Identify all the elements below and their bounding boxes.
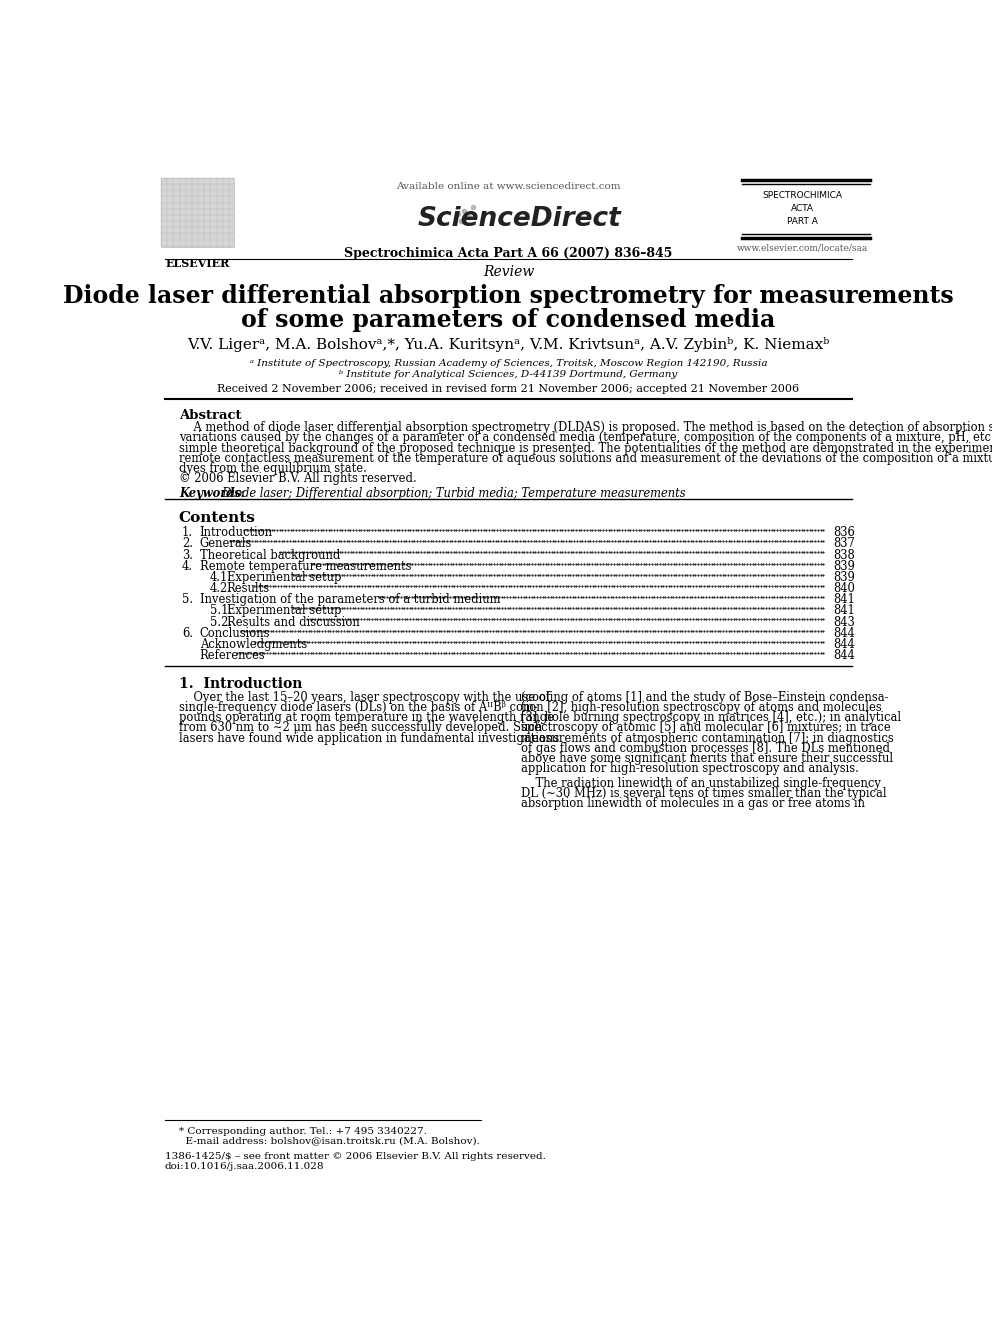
Text: ELSEVIER: ELSEVIER xyxy=(166,258,230,269)
Text: Experimental setup: Experimental setup xyxy=(226,605,341,618)
Text: 4.1.: 4.1. xyxy=(209,570,232,583)
Text: 841: 841 xyxy=(833,605,855,618)
Text: Over the last 15–20 years, laser spectroscopy with the use of: Over the last 15–20 years, laser spectro… xyxy=(179,691,550,704)
Text: 840: 840 xyxy=(833,582,855,595)
Text: 841: 841 xyxy=(833,593,855,606)
Text: ᵇ Institute for Analytical Sciences, D-44139 Dortmund, Germany: ᵇ Institute for Analytical Sciences, D-4… xyxy=(339,369,678,378)
Text: spectroscopy of atomic [5] and molecular [6] mixtures; in trace: spectroscopy of atomic [5] and molecular… xyxy=(521,721,891,734)
Bar xyxy=(161,179,234,247)
Text: 1.  Introduction: 1. Introduction xyxy=(179,677,303,691)
Text: 5.: 5. xyxy=(182,593,193,606)
Text: * Corresponding author. Tel.: +7 495 3340227.: * Corresponding author. Tel.: +7 495 334… xyxy=(179,1127,427,1135)
Text: 5.1.: 5.1. xyxy=(209,605,232,618)
Text: dyes from the equilibrium state.: dyes from the equilibrium state. xyxy=(179,462,367,475)
Text: Contents: Contents xyxy=(179,511,256,525)
Text: (cooling of atoms [1] and the study of Bose–Einstein condensa-: (cooling of atoms [1] and the study of B… xyxy=(521,691,888,704)
Text: Theoretical background: Theoretical background xyxy=(199,549,340,561)
Text: pounds operating at room temperature in the wavelength range: pounds operating at room temperature in … xyxy=(179,712,554,724)
Text: Results: Results xyxy=(226,582,270,595)
Text: SPECTROCHIMICA: SPECTROCHIMICA xyxy=(763,191,842,200)
Text: 5.2.: 5.2. xyxy=(209,615,232,628)
Text: 844: 844 xyxy=(833,638,855,651)
Text: measurements of atmospheric contamination [7]; in diagnostics: measurements of atmospheric contaminatio… xyxy=(521,732,894,745)
Text: 839: 839 xyxy=(833,560,855,573)
Text: simple theoretical background of the proposed technique is presented. The potent: simple theoretical background of the pro… xyxy=(179,442,992,455)
Text: variations caused by the changes of a parameter of a condensed media (temperatur: variations caused by the changes of a pa… xyxy=(179,431,992,445)
Text: DL (∼30 MHz) is several tens of times smaller than the typical: DL (∼30 MHz) is several tens of times sm… xyxy=(521,787,886,800)
Text: PART A: PART A xyxy=(787,217,818,226)
Text: 837: 837 xyxy=(833,537,855,550)
Text: Remote temperature measurements: Remote temperature measurements xyxy=(199,560,411,573)
Text: 836: 836 xyxy=(833,527,855,540)
Text: References: References xyxy=(199,650,266,662)
Text: absorption linewidth of molecules in a gas or free atoms in: absorption linewidth of molecules in a g… xyxy=(521,798,865,810)
Text: 844: 844 xyxy=(833,650,855,662)
Text: above have some significant merits that ensure their successful: above have some significant merits that … xyxy=(521,751,893,765)
Text: application for high-resolution spectroscopy and analysis.: application for high-resolution spectros… xyxy=(521,762,859,775)
Text: Spectrochimica Acta Part A 66 (2007) 836–845: Spectrochimica Acta Part A 66 (2007) 836… xyxy=(344,247,673,261)
Text: © 2006 Elsevier B.V. All rights reserved.: © 2006 Elsevier B.V. All rights reserved… xyxy=(179,472,417,486)
Text: 1.: 1. xyxy=(182,527,193,540)
Text: 4.: 4. xyxy=(182,560,192,573)
Text: ScienceDirect: ScienceDirect xyxy=(418,206,621,233)
Text: Investigation of the parameters of a turbid medium: Investigation of the parameters of a tur… xyxy=(199,593,500,606)
Text: Review: Review xyxy=(483,265,534,279)
Text: 844: 844 xyxy=(833,627,855,640)
Text: 1386-1425/$ – see front matter © 2006 Elsevier B.V. All rights reserved.: 1386-1425/$ – see front matter © 2006 El… xyxy=(165,1152,546,1162)
Text: 4.2.: 4.2. xyxy=(209,582,232,595)
Text: ᵃ Institute of Spectroscopy, Russian Academy of Sciences, Troitsk, Moscow Region: ᵃ Institute of Spectroscopy, Russian Aca… xyxy=(250,359,767,368)
Text: The radiation linewidth of an unstabilized single-frequency: The radiation linewidth of an unstabiliz… xyxy=(521,777,881,790)
Text: 843: 843 xyxy=(833,615,855,628)
Text: Experimental setup: Experimental setup xyxy=(226,570,341,583)
Text: 6.: 6. xyxy=(182,627,192,640)
Text: Diode laser differential absorption spectrometry for measurements: Diode laser differential absorption spec… xyxy=(63,283,953,307)
Text: Diode laser; Differential absorption; Turbid media; Temperature measurements: Diode laser; Differential absorption; Tu… xyxy=(215,487,685,500)
Text: doi:10.1016/j.saa.2006.11.028: doi:10.1016/j.saa.2006.11.028 xyxy=(165,1162,324,1171)
Text: single-frequency diode lasers (DLs) on the basis of AᴵᴵBᵝ com-: single-frequency diode lasers (DLs) on t… xyxy=(179,701,538,714)
Text: 838: 838 xyxy=(833,549,855,561)
Text: ACTA: ACTA xyxy=(791,204,814,213)
Text: 839: 839 xyxy=(833,570,855,583)
Text: E-mail address: bolshov@isan.troitsk.ru (M.A. Bolshov).: E-mail address: bolshov@isan.troitsk.ru … xyxy=(179,1136,480,1144)
Text: www.elsevier.com/locate/saa: www.elsevier.com/locate/saa xyxy=(737,243,868,253)
Text: Generals: Generals xyxy=(199,537,252,550)
Text: Results and discussion: Results and discussion xyxy=(226,615,359,628)
Text: of some parameters of condensed media: of some parameters of condensed media xyxy=(241,308,776,332)
Text: Received 2 November 2006; received in revised form 21 November 2006; accepted 21: Received 2 November 2006; received in re… xyxy=(217,385,800,394)
Text: Introduction: Introduction xyxy=(199,527,273,540)
Text: from 630 nm to ∼2 μm has been successfully developed. Such: from 630 nm to ∼2 μm has been successful… xyxy=(179,721,542,734)
Text: Acknowledgments: Acknowledgments xyxy=(199,638,307,651)
Text: of gas flows and combustion processes [8]. The DLs mentioned: of gas flows and combustion processes [8… xyxy=(521,742,890,755)
Text: 2.: 2. xyxy=(182,537,192,550)
Text: [3], hole burning spectroscopy in matrices [4], etc.); in analytical: [3], hole burning spectroscopy in matric… xyxy=(521,712,901,724)
Text: A method of diode laser differential absorption spectrometry (DLDAS) is proposed: A method of diode laser differential abs… xyxy=(179,421,992,434)
Text: 3.: 3. xyxy=(182,549,192,561)
Text: lasers have found wide application in fundamental investigations: lasers have found wide application in fu… xyxy=(179,732,559,745)
Text: Available online at www.sciencedirect.com: Available online at www.sciencedirect.co… xyxy=(396,181,621,191)
Text: Abstract: Abstract xyxy=(179,409,241,422)
Text: tion [2], high-resolution spectroscopy of atoms and molecules: tion [2], high-resolution spectroscopy o… xyxy=(521,701,882,714)
Text: remote contactless measurement of the temperature of aqueous solutions and measu: remote contactless measurement of the te… xyxy=(179,452,992,464)
Text: V.V. Ligerᵃ, M.A. Bolshovᵃ,*, Yu.A. Kuritsynᵃ, V.M. Krivtsunᵃ, A.V. Zybinᵇ, K. N: V.V. Ligerᵃ, M.A. Bolshovᵃ,*, Yu.A. Kuri… xyxy=(187,337,829,352)
Text: Conclusions: Conclusions xyxy=(199,627,270,640)
Text: Keywords:: Keywords: xyxy=(179,487,245,500)
